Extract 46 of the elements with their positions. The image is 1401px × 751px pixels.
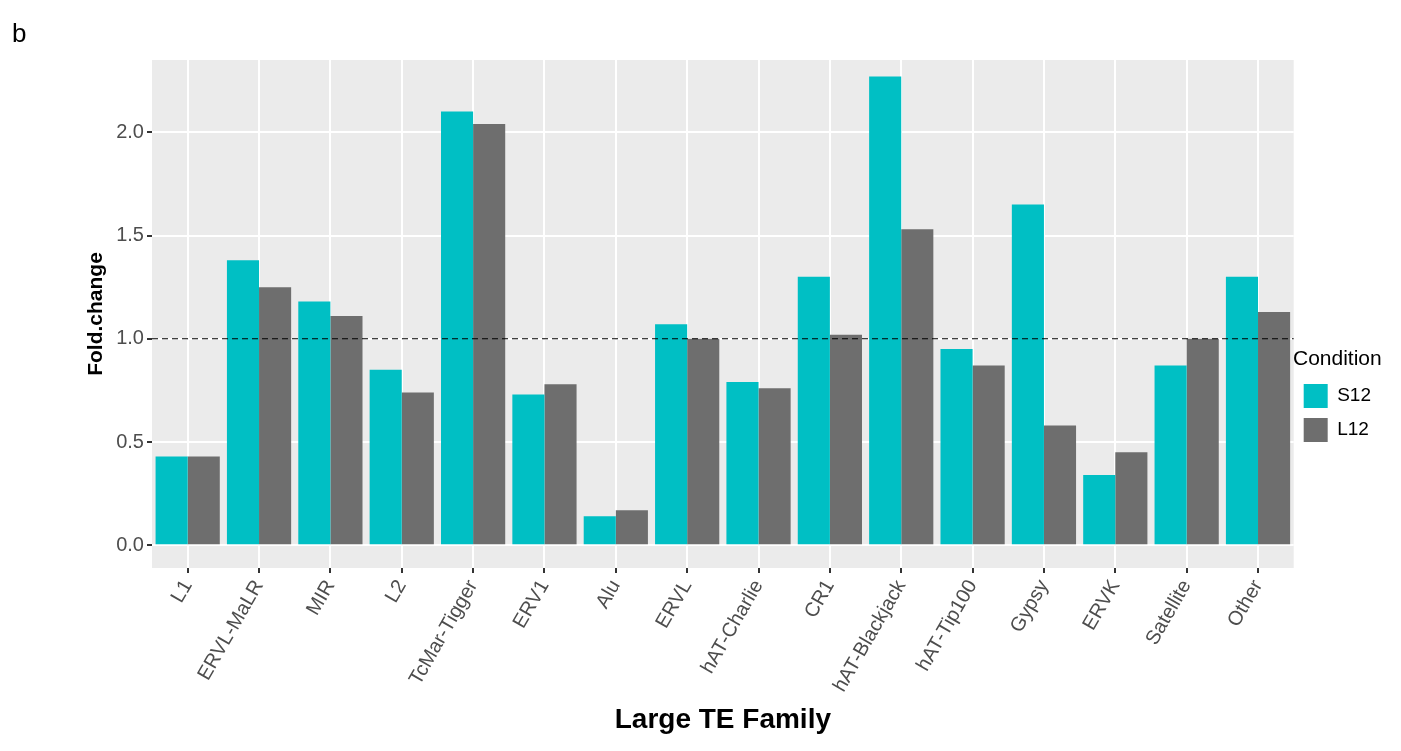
- x-tick-label: Alu: [590, 575, 625, 612]
- bar: [298, 301, 331, 545]
- bar: [440, 111, 474, 545]
- y-axis-title: Fold.change: [83, 252, 107, 376]
- x-axis-title: Large TE Family: [614, 702, 832, 734]
- bar: [615, 510, 648, 545]
- bar: [226, 260, 260, 545]
- bar: [583, 516, 616, 545]
- y-tick-label: 1.5: [116, 223, 144, 246]
- bar: [687, 338, 720, 545]
- bar: [797, 276, 830, 545]
- bar: [330, 316, 363, 545]
- bar: [1154, 365, 1187, 545]
- x-tick-label: L1: [165, 575, 196, 606]
- bar: [155, 456, 188, 545]
- bar: [1225, 276, 1259, 545]
- bar: [512, 394, 545, 545]
- bar: [401, 392, 434, 545]
- bar: [473, 124, 506, 545]
- y-tick-label: 0.0: [116, 532, 144, 555]
- bar: [901, 229, 934, 545]
- bar: [1043, 425, 1077, 545]
- bar: [187, 456, 220, 545]
- bar: [726, 382, 759, 545]
- bar: [829, 334, 862, 545]
- legend-label: S12: [1337, 384, 1372, 406]
- bar: [869, 76, 902, 545]
- y-tick-label: 0.5: [116, 429, 144, 452]
- bar: [1115, 452, 1148, 545]
- bar: [369, 369, 402, 545]
- y-tick-label: 2.0: [116, 119, 144, 142]
- bar: [655, 324, 688, 545]
- bar: [940, 349, 973, 545]
- bar: [259, 287, 292, 545]
- bar: [1011, 204, 1044, 545]
- bar: [1186, 338, 1219, 545]
- legend-title: Condition: [1292, 346, 1382, 370]
- legend-label: L12: [1337, 418, 1369, 440]
- y-tick-label: 1.0: [116, 326, 144, 349]
- bar: [1258, 311, 1291, 545]
- bar: [758, 388, 791, 545]
- x-tick-label: L2: [379, 575, 410, 606]
- bar: [544, 384, 577, 545]
- bar: [1083, 475, 1116, 545]
- text: b: [12, 18, 27, 49]
- bar: [972, 365, 1005, 545]
